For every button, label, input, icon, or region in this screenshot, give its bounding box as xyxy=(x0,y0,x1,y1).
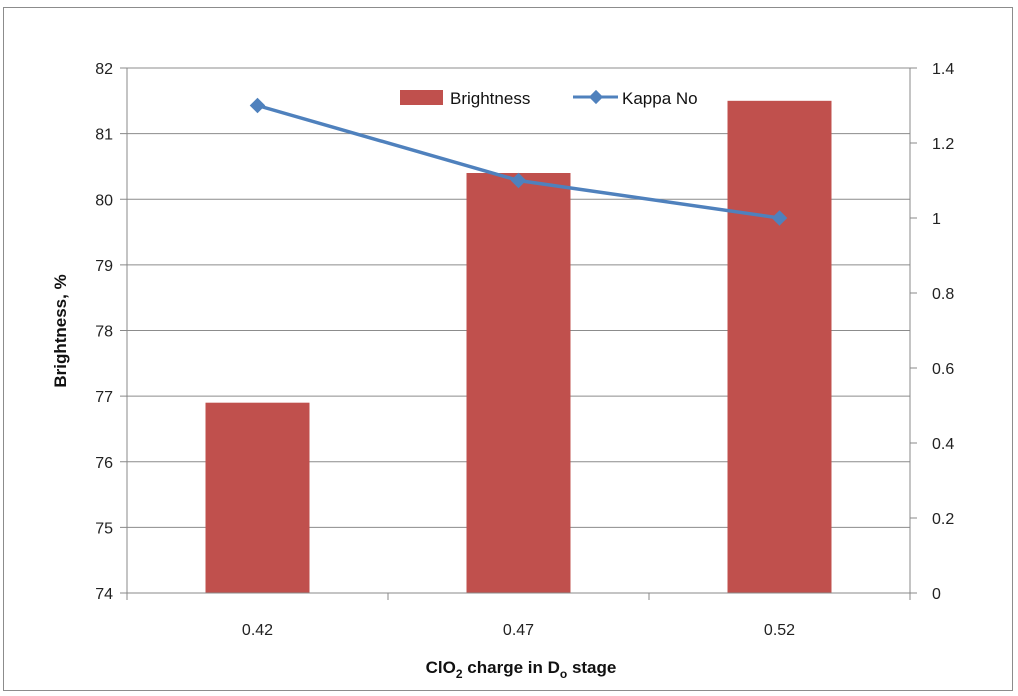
right-tick-label: 0 xyxy=(932,586,941,603)
right-tick-label: 0.4 xyxy=(932,436,954,453)
bar-brightness xyxy=(205,402,310,593)
left-tick-label: 75 xyxy=(95,520,113,537)
left-axis-ticks: 74 75 76 77 78 79 80 81 82 xyxy=(95,61,127,603)
right-tick-label: 0.6 xyxy=(932,361,954,378)
x-tick-label: 0.42 xyxy=(242,622,273,639)
point-kappa xyxy=(510,172,527,189)
right-tick-label: 1 xyxy=(932,211,941,228)
x-axis-title: ClO2 charge in Do stage xyxy=(426,658,617,681)
point-kappa xyxy=(771,210,788,226)
left-tick-label: 80 xyxy=(95,192,113,209)
y-axis-title: Brightness, % xyxy=(51,274,70,387)
legend-marker-kappa xyxy=(588,89,604,105)
right-tick-label: 0.8 xyxy=(932,286,954,303)
line-series xyxy=(249,97,788,226)
bar-brightness xyxy=(466,173,571,593)
left-tick-label: 81 xyxy=(95,127,113,144)
legend-label-kappa: Kappa No xyxy=(622,89,698,108)
legend-swatch-brightness xyxy=(400,90,443,105)
left-tick-label: 74 xyxy=(95,586,113,603)
legend-label-brightness: Brightness xyxy=(450,89,530,108)
left-tick-label: 79 xyxy=(95,258,113,275)
left-tick-label: 77 xyxy=(95,389,113,406)
bar-series xyxy=(205,100,832,593)
left-tick-label: 78 xyxy=(95,324,113,341)
x-tick-label: 0.47 xyxy=(503,622,534,639)
point-kappa xyxy=(249,97,266,114)
right-axis-ticks: 0 0.2 0.4 0.6 0.8 1 1.2 1.4 xyxy=(910,61,954,603)
x-tick-label: 0.52 xyxy=(764,622,795,639)
legend: Brightness Kappa No xyxy=(400,89,698,108)
right-tick-label: 0.2 xyxy=(932,511,954,528)
x-axis-ticks: 0.42 0.47 0.52 xyxy=(126,593,911,639)
right-tick-label: 1.4 xyxy=(932,61,954,78)
right-tick-label: 1.2 xyxy=(932,136,954,153)
left-tick-label: 76 xyxy=(95,455,113,472)
bar-brightness xyxy=(727,100,832,593)
left-tick-label: 82 xyxy=(95,61,113,78)
